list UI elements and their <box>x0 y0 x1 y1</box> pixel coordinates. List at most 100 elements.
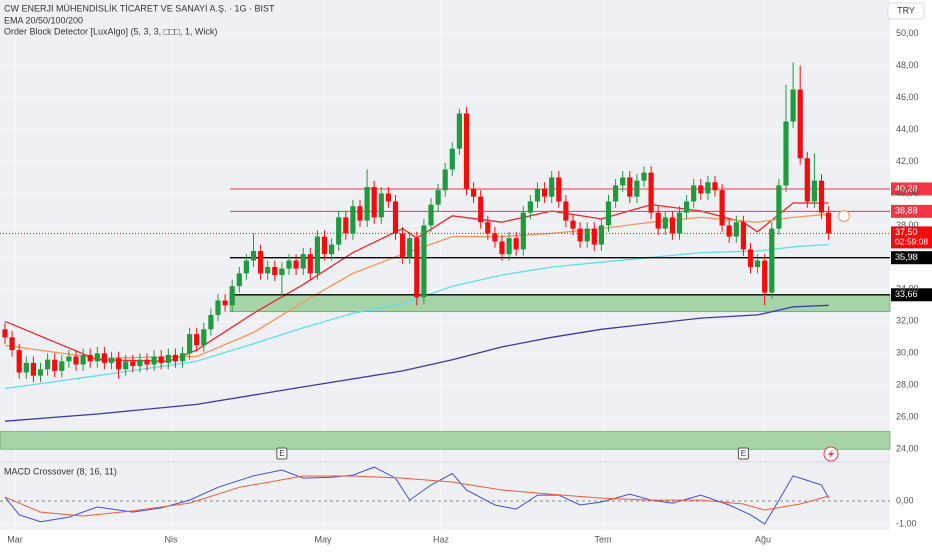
candle-body <box>165 354 171 363</box>
candle-body <box>414 238 420 298</box>
level-box <box>891 182 932 196</box>
y-tick-label: 46,00 <box>896 92 919 102</box>
candle-body <box>549 177 555 197</box>
candle-body <box>691 185 697 202</box>
candle-body <box>726 225 732 237</box>
candle-body <box>137 359 143 367</box>
candle-body <box>449 148 455 170</box>
candle-body <box>648 172 654 213</box>
candle-body <box>421 225 427 298</box>
candle-body <box>151 356 157 365</box>
candle-body <box>456 113 462 149</box>
y-tick-label: 44,00 <box>896 124 919 134</box>
candle-body <box>187 334 193 354</box>
candle-body <box>279 268 285 275</box>
candle-body <box>627 177 633 197</box>
candle-body <box>9 337 15 351</box>
candle-body <box>229 286 235 306</box>
candle-body <box>769 228 775 293</box>
y-tick-label: 48,00 <box>896 60 919 70</box>
candle-body <box>556 177 562 202</box>
currency-button[interactable] <box>887 2 925 20</box>
candle-body <box>577 228 583 242</box>
macd-tick-label: 0,00 <box>896 495 914 505</box>
candle-body <box>364 187 370 221</box>
y-tick-label: 32,00 <box>896 316 919 326</box>
candles <box>2 62 832 383</box>
candle-body <box>407 238 413 258</box>
candle-body <box>506 238 512 255</box>
candle-body <box>634 180 640 197</box>
candle-body <box>499 241 505 255</box>
event-marker <box>276 447 288 460</box>
candle-body <box>23 362 29 373</box>
candle-body <box>293 260 299 269</box>
candle-body <box>329 244 335 255</box>
candle-body <box>676 212 683 234</box>
candle-body <box>194 334 200 346</box>
candle-body <box>73 356 79 365</box>
candle-body <box>286 260 292 269</box>
ema-line <box>4 243 829 390</box>
indicator-label: Order Block Detector [LuxAlgo] (5, 3, 3,… <box>4 26 217 36</box>
candle-body <box>201 329 207 346</box>
event-label: E <box>279 449 284 458</box>
event-marker <box>737 447 749 460</box>
candle-body <box>783 121 789 186</box>
candle-body <box>762 260 768 293</box>
candle-body <box>591 228 597 245</box>
candle-body <box>80 354 86 365</box>
candle-body <box>776 185 782 229</box>
title: CW ENERJİ MÜHENDİSLİK TİCARET VE SANAYİ … <box>4 3 275 13</box>
y-tick-label: 38,00 <box>896 220 919 230</box>
candle-body <box>378 193 384 218</box>
candle-body <box>442 169 448 191</box>
candle-body <box>37 369 44 376</box>
candle-body <box>59 361 65 371</box>
candle-body <box>733 222 739 237</box>
candle-body <box>144 359 150 365</box>
candle-body <box>272 266 278 275</box>
dividend-marker[interactable] <box>838 210 850 222</box>
candle-body <box>463 113 470 189</box>
candle-body <box>740 222 746 250</box>
candle-body <box>613 185 619 202</box>
candle-body <box>130 361 136 367</box>
candle-body <box>371 187 377 218</box>
candle-body <box>116 358 122 370</box>
candle-body <box>485 222 491 234</box>
candle-body <box>66 356 72 362</box>
candle-body <box>101 353 107 363</box>
y-tick-label: 50,00 <box>896 28 919 38</box>
candle-body <box>222 300 228 306</box>
candle-body <box>400 233 406 258</box>
news-icon <box>828 449 834 459</box>
candle-body <box>16 350 22 373</box>
x-tick-label: Ağu <box>755 534 771 544</box>
x-tick-label: Mar <box>7 534 23 544</box>
candle-body <box>620 177 626 186</box>
candle-body <box>172 354 178 362</box>
candle-body <box>669 217 675 234</box>
candle-body <box>542 188 548 197</box>
candle-body <box>747 249 754 267</box>
candle-body <box>513 238 519 250</box>
candle-body <box>527 201 533 213</box>
candle-body <box>478 196 484 223</box>
candle-body <box>797 89 803 159</box>
x-tick-label: May <box>314 534 332 544</box>
indicator-label: EMA 20/50/100/200 <box>4 15 83 25</box>
axis-labels: 24,00 26,00 28,00 30,00 32,00 34,00 36,00 38,00… <box>7 28 918 544</box>
candle-body <box>392 201 399 234</box>
candle-body <box>662 217 668 229</box>
candle-body <box>818 180 825 213</box>
candle-body <box>158 356 164 363</box>
candle-body <box>350 206 356 234</box>
y-tick-label: 28,00 <box>896 380 919 390</box>
level-label: 33,66 <box>895 289 918 299</box>
order-block <box>0 431 891 450</box>
candle-body <box>314 236 320 274</box>
event-label: E <box>741 449 746 458</box>
currency[interactable]: TRY <box>897 5 915 15</box>
macd-title: MACD Crossover (8, 16, 11) <box>4 466 117 476</box>
